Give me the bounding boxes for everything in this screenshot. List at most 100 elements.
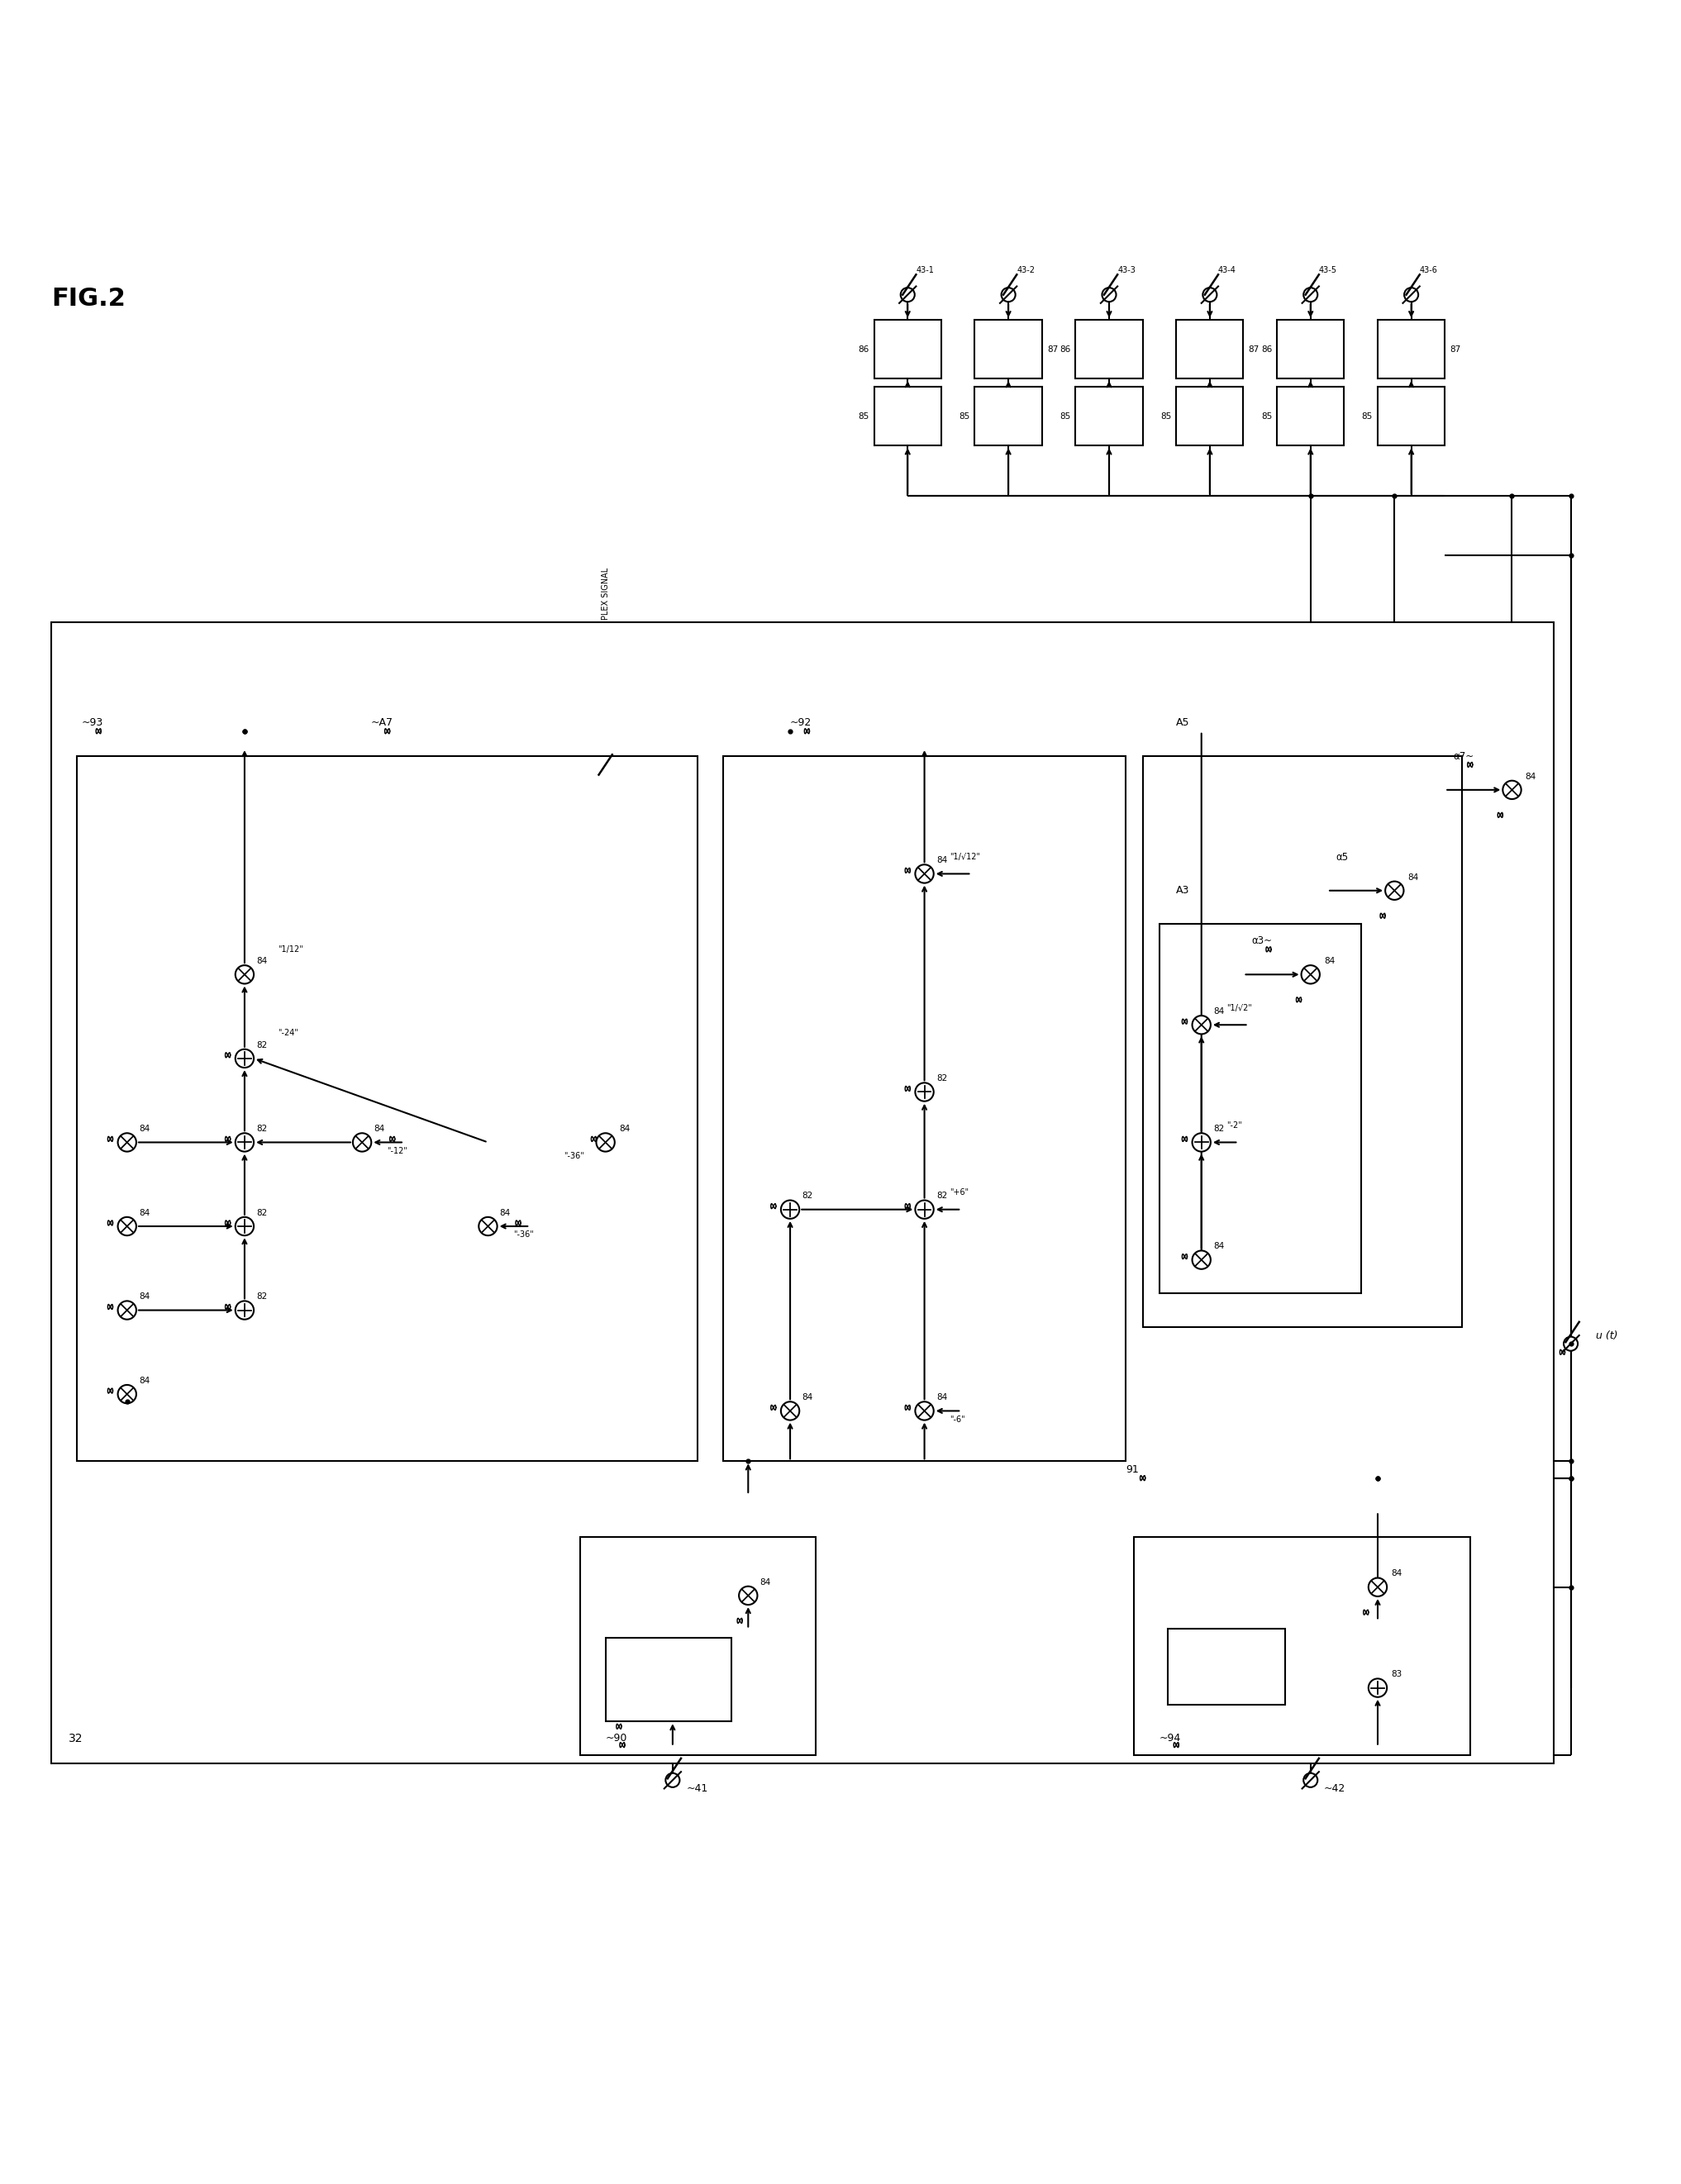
Text: 82: 82 (256, 1208, 267, 1216)
Circle shape (118, 1302, 136, 1319)
Bar (1177, 319, 1244, 378)
Text: 32: 32 (69, 1732, 82, 1745)
Circle shape (118, 1133, 136, 1151)
Bar (1168, 1629, 1286, 1706)
Text: "-2": "-2" (1227, 1120, 1242, 1129)
Text: α5: α5 (1336, 852, 1348, 863)
Circle shape (1103, 288, 1116, 301)
Text: 84: 84 (619, 1125, 630, 1133)
Text: 84: 84 (140, 1293, 150, 1302)
Text: "1/√2": "1/√2" (1227, 1005, 1252, 1011)
Circle shape (1385, 882, 1404, 900)
Text: A5: A5 (1177, 716, 1190, 727)
Bar (1076, 387, 1143, 446)
Text: 43-1: 43-1 (916, 266, 935, 275)
Text: 80: 80 (614, 1708, 625, 1717)
Circle shape (118, 1385, 136, 1404)
Text: 86: 86 (1059, 345, 1071, 354)
Text: "-12": "-12" (387, 1147, 408, 1155)
Bar (874, 387, 941, 446)
Text: 82: 82 (256, 1125, 267, 1133)
Text: 87: 87 (1047, 345, 1057, 354)
Text: ~90: ~90 (605, 1732, 627, 1743)
Circle shape (1303, 288, 1318, 301)
Bar (1076, 319, 1143, 378)
Circle shape (1368, 1679, 1387, 1697)
Text: 83: 83 (1392, 1671, 1402, 1679)
Text: 84: 84 (1325, 957, 1335, 965)
Text: 84: 84 (373, 1125, 385, 1133)
Bar (1278, 319, 1345, 378)
Text: 84: 84 (140, 1208, 150, 1216)
Text: 84: 84 (1214, 1007, 1224, 1016)
Text: ~94: ~94 (1160, 1732, 1182, 1743)
Text: 82: 82 (936, 1192, 946, 1201)
Circle shape (782, 1402, 800, 1420)
Text: ~41: ~41 (686, 1782, 708, 1793)
Bar (975, 387, 1042, 446)
Text: "+6": "+6" (950, 1188, 968, 1197)
Text: 82: 82 (802, 1192, 814, 1201)
Text: 84: 84 (140, 1125, 150, 1133)
Text: ~42: ~42 (1325, 1782, 1346, 1793)
Circle shape (235, 1302, 254, 1319)
Bar (1378, 387, 1446, 446)
Text: 84: 84 (802, 1393, 814, 1402)
Text: 82: 82 (256, 1042, 267, 1048)
Bar (1177, 387, 1244, 446)
Text: 85: 85 (958, 413, 970, 422)
Bar (1278, 387, 1345, 446)
Text: 87: 87 (1451, 345, 1461, 354)
Circle shape (353, 1133, 372, 1151)
Text: 84: 84 (1214, 1243, 1224, 1251)
Bar (77, 756, 698, 1461)
Text: α3~: α3~ (1252, 935, 1273, 946)
Circle shape (118, 1216, 136, 1236)
Text: 84: 84 (140, 1376, 150, 1385)
Circle shape (1503, 780, 1521, 799)
Text: 43-6: 43-6 (1420, 266, 1437, 275)
Text: COMPLEX SIGNAL: COMPLEX SIGNAL (602, 568, 610, 638)
Circle shape (740, 1586, 758, 1605)
Circle shape (1192, 1133, 1210, 1151)
Circle shape (479, 1216, 498, 1236)
Circle shape (1301, 965, 1320, 983)
Circle shape (1192, 1251, 1210, 1269)
Text: α7~: α7~ (1454, 751, 1474, 762)
Bar (1135, 1538, 1469, 1756)
Circle shape (235, 965, 254, 983)
Bar (605, 1638, 731, 1721)
Bar (52, 622, 1553, 1762)
Text: ~A7: ~A7 (370, 716, 393, 727)
Text: u (t): u (t) (1595, 1330, 1617, 1341)
Text: "-24": "-24" (277, 1029, 299, 1037)
Circle shape (1368, 1577, 1387, 1597)
Text: FIG.2: FIG.2 (52, 286, 126, 310)
Text: 84: 84 (256, 957, 267, 965)
Text: 82: 82 (256, 1293, 267, 1302)
Text: 84: 84 (1525, 773, 1536, 780)
Text: 85: 85 (1261, 413, 1273, 422)
Text: 84: 84 (1409, 874, 1419, 882)
Bar (580, 1538, 815, 1756)
Text: "1/12": "1/12" (277, 946, 304, 954)
Text: A3: A3 (1177, 885, 1190, 895)
Text: 81: 81 (1177, 1693, 1187, 1701)
Text: 84: 84 (936, 1393, 946, 1402)
Text: 82: 82 (1214, 1125, 1224, 1133)
Text: "1/√12": "1/√12" (950, 854, 980, 860)
Text: 84: 84 (499, 1208, 511, 1216)
Bar (1160, 924, 1362, 1293)
Bar (975, 319, 1042, 378)
Text: 91: 91 (1126, 1463, 1140, 1474)
Circle shape (235, 1216, 254, 1236)
Bar (1378, 319, 1446, 378)
Text: 85: 85 (1059, 413, 1071, 422)
Circle shape (597, 1133, 615, 1151)
Text: 85: 85 (1362, 413, 1373, 422)
Text: 86: 86 (857, 345, 869, 354)
Text: 84: 84 (760, 1579, 772, 1586)
Circle shape (1404, 288, 1419, 301)
Text: 87: 87 (1249, 345, 1259, 354)
Text: ~92: ~92 (790, 716, 812, 727)
